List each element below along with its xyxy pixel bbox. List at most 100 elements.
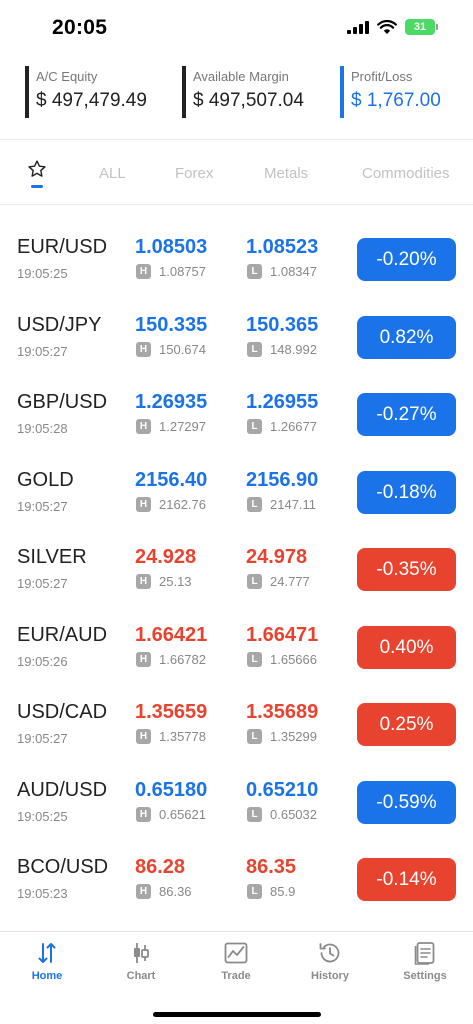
margin-value: $ 497,507.04 bbox=[193, 90, 304, 111]
quote-row[interactable]: AUD/USD 19:05:25 0.65180 0.65210 H 0.65621 L 0.… bbox=[0, 763, 473, 841]
tab-forex[interactable]: Forex bbox=[175, 165, 214, 182]
change-percent-button[interactable]: -0.35% bbox=[357, 548, 456, 591]
quote-list: EUR/USD 19:05:25 1.08503 1.08523 H 1.08757 L 1.… bbox=[0, 220, 473, 918]
symbol: EUR/USD bbox=[17, 236, 108, 258]
quote-row[interactable]: USD/CAD 19:05:27 1.35659 1.35689 H 1.35778 L 1.… bbox=[0, 685, 473, 763]
high-badge: H bbox=[136, 264, 151, 279]
day-high: H 1.27297 bbox=[136, 419, 206, 434]
change-percent-button[interactable]: 0.82% bbox=[357, 315, 456, 359]
ask-price: 2156.90 bbox=[246, 468, 319, 491]
low-badge: L bbox=[247, 806, 262, 822]
account-summary: A/C Equity $ 497,479.49 Available Margin… bbox=[0, 62, 473, 140]
high-badge: H bbox=[136, 341, 151, 357]
profit-loss-value: $ 1,767.00 bbox=[351, 90, 441, 111]
bottom-navigation: Home Chart Trade History Settings bbox=[0, 931, 473, 1024]
symbol: EUR/AUD bbox=[17, 623, 108, 646]
quote-row[interactable]: BCO/USD 19:05:23 86.28 86.35 H 86.36 L 85.9 -0.1… bbox=[0, 840, 473, 918]
ask-price: 1.26955 bbox=[246, 391, 319, 413]
day-low: L 1.08347 bbox=[247, 264, 317, 279]
change-percent-button[interactable]: 0.25% bbox=[357, 703, 456, 746]
equity-summary: A/C Equity $ 497,479.49 bbox=[25, 66, 147, 118]
status-bar: 20:05 31 bbox=[0, 0, 473, 58]
tab-commodities[interactable]: Commodities bbox=[362, 165, 450, 182]
day-low: L 0.65032 bbox=[247, 806, 317, 822]
battery-icon: 31 bbox=[405, 19, 438, 35]
day-high: H 1.08757 bbox=[136, 264, 206, 279]
quote-time: 19:05:27 bbox=[17, 576, 68, 591]
high-value: 1.35778 bbox=[159, 729, 206, 744]
high-badge: H bbox=[136, 806, 151, 822]
margin-summary: Available Margin $ 497,507.04 bbox=[182, 66, 304, 118]
quote-time: 19:05:25 bbox=[17, 266, 68, 281]
high-badge: H bbox=[136, 884, 151, 899]
day-high: H 2162.76 bbox=[136, 496, 206, 512]
bid-price: 0.65180 bbox=[135, 778, 208, 801]
quote-row[interactable]: GOLD 19:05:27 2156.40 2156.90 H 2162.76 L 2147.… bbox=[0, 453, 473, 531]
nav-home[interactable]: Home bbox=[12, 940, 82, 982]
quote-time: 19:05:27 bbox=[17, 498, 68, 514]
equity-label: A/C Equity bbox=[36, 69, 98, 84]
change-percent-button[interactable]: 0.40% bbox=[357, 625, 456, 669]
day-low: L 1.35299 bbox=[247, 729, 317, 744]
profit-loss-summary: Profit/Loss $ 1,767.00 bbox=[340, 66, 441, 118]
high-value: 86.36 bbox=[159, 884, 192, 899]
quote-time: 19:05:25 bbox=[17, 808, 68, 824]
high-value: 150.674 bbox=[159, 341, 206, 357]
day-low: L 85.9 bbox=[247, 884, 295, 899]
status-time: 20:05 bbox=[52, 16, 108, 39]
day-low: L 148.992 bbox=[247, 341, 317, 357]
symbol: BCO/USD bbox=[17, 856, 109, 878]
low-badge: L bbox=[247, 574, 262, 589]
history-icon bbox=[319, 943, 340, 963]
day-high: H 86.36 bbox=[136, 884, 192, 899]
high-badge: H bbox=[136, 419, 151, 434]
high-badge: H bbox=[136, 496, 151, 512]
low-value: 0.65032 bbox=[270, 806, 317, 822]
equity-accent-bar bbox=[25, 66, 29, 118]
low-value: 1.08347 bbox=[270, 264, 317, 279]
high-badge: H bbox=[136, 729, 151, 744]
low-badge: L bbox=[247, 264, 262, 279]
symbol: GBP/USD bbox=[17, 391, 108, 413]
home-sort-icon bbox=[38, 943, 56, 963]
bid-price: 1.66421 bbox=[135, 623, 208, 646]
quote-row[interactable]: GBP/USD 19:05:28 1.26935 1.26955 H 1.27297 L 1.… bbox=[0, 375, 473, 453]
day-high: H 150.674 bbox=[136, 341, 206, 357]
bid-price: 1.35659 bbox=[135, 701, 208, 723]
quote-row[interactable]: USD/JPY 19:05:27 150.335 150.365 H 150.674 L 14… bbox=[0, 298, 473, 376]
quote-row[interactable]: SILVER 19:05:27 24.928 24.978 H 25.13 L 24.777 -… bbox=[0, 530, 473, 608]
day-high: H 25.13 bbox=[136, 574, 192, 589]
low-value: 148.992 bbox=[270, 341, 317, 357]
high-value: 0.65621 bbox=[159, 806, 206, 822]
low-value: 1.35299 bbox=[270, 729, 317, 744]
low-value: 24.777 bbox=[270, 574, 310, 589]
margin-label: Available Margin bbox=[193, 69, 289, 84]
change-percent-button[interactable]: -0.59% bbox=[357, 780, 456, 824]
bid-price: 1.26935 bbox=[135, 391, 208, 413]
tab-metals[interactable]: Metals bbox=[264, 165, 309, 182]
high-value: 1.66782 bbox=[159, 651, 206, 667]
quote-row[interactable]: EUR/AUD 19:05:26 1.66421 1.66471 H 1.66782 L 1.… bbox=[0, 608, 473, 686]
ask-price: 0.65210 bbox=[246, 778, 319, 801]
nav-settings[interactable]: Settings bbox=[390, 940, 460, 982]
nav-settings-label: Settings bbox=[403, 970, 447, 982]
change-percent-button[interactable]: -0.20% bbox=[357, 238, 456, 281]
ask-price: 86.35 bbox=[246, 856, 297, 878]
nav-chart[interactable]: Chart bbox=[106, 940, 176, 982]
ask-price: 150.365 bbox=[246, 313, 319, 336]
change-percent-button[interactable]: -0.18% bbox=[357, 470, 456, 514]
day-high: H 1.35778 bbox=[136, 729, 206, 744]
star-icon[interactable] bbox=[27, 159, 47, 179]
day-low: L 24.777 bbox=[247, 574, 310, 589]
symbol: USD/JPY bbox=[17, 313, 102, 336]
nav-trade[interactable]: Trade bbox=[201, 940, 271, 982]
high-value: 2162.76 bbox=[159, 496, 206, 512]
quote-time: 19:05:26 bbox=[17, 653, 68, 669]
change-percent-button[interactable]: -0.14% bbox=[357, 858, 456, 901]
tab-all[interactable]: ALL bbox=[99, 165, 126, 182]
nav-history[interactable]: History bbox=[295, 940, 365, 982]
low-value: 1.65666 bbox=[270, 651, 317, 667]
change-percent-button[interactable]: -0.27% bbox=[357, 393, 456, 436]
quote-row[interactable]: EUR/USD 19:05:25 1.08503 1.08523 H 1.08757 L 1.… bbox=[0, 220, 473, 298]
nav-history-label: History bbox=[311, 970, 349, 982]
